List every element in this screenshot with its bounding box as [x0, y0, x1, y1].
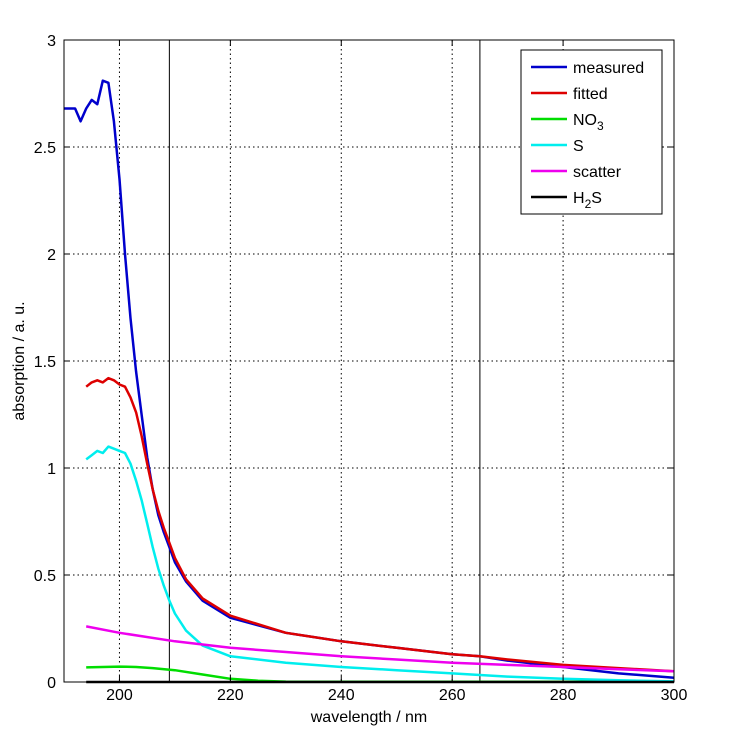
- x-tick-label: 300: [661, 687, 688, 704]
- legend-entry-subscript: 3: [597, 119, 604, 133]
- x-tick-label: 260: [439, 687, 466, 704]
- legend-entry: NO3: [573, 112, 604, 133]
- legend-entry: measured: [573, 60, 644, 77]
- x-axis-label: wavelength / nm: [310, 709, 428, 726]
- legend-entry-suffix: S: [591, 190, 602, 207]
- reference-lines: [168, 40, 481, 682]
- ticks: [64, 39, 675, 683]
- series-line-4: [85, 625, 675, 673]
- legend-entry-name: measured: [573, 60, 644, 77]
- y-tick-label: 2.5: [34, 140, 56, 157]
- x-tick-label: 240: [328, 687, 355, 704]
- series-line-3: [85, 445, 675, 683]
- legend-entry-name: NO: [573, 112, 597, 129]
- x-tick-label: 200: [106, 687, 133, 704]
- legend-box: [520, 49, 663, 215]
- legend-entry-subscript: 2: [585, 197, 592, 211]
- y-tick-label: 1.5: [34, 354, 56, 371]
- y-tick-label: 0: [47, 675, 56, 692]
- legend-entry-name: H: [573, 190, 585, 207]
- y-axis-label: absorption / a. u.: [11, 301, 28, 420]
- x-tick-label: 280: [550, 687, 577, 704]
- series-line-1: [85, 376, 675, 673]
- y-tick-label: 3: [47, 33, 56, 50]
- legend-entry-name: fitted: [573, 86, 608, 103]
- y-tick-label: 1: [47, 461, 56, 478]
- y-tick-label: 0.5: [34, 568, 56, 585]
- tick-labels: 200 220 240 260 280 300 0 0.5 1 1.5 2 2.5 3: [34, 33, 688, 704]
- legend-entry-name: scatter: [573, 164, 622, 181]
- legend-entry: scatter: [573, 164, 622, 181]
- legend-entry-name: S: [573, 138, 584, 155]
- y-tick-label: 2: [47, 247, 56, 264]
- legend-entry: fitted: [573, 86, 608, 103]
- legend-entry: H2S: [573, 190, 602, 211]
- x-tick-label: 220: [217, 687, 244, 704]
- legend-entry: S: [573, 138, 584, 155]
